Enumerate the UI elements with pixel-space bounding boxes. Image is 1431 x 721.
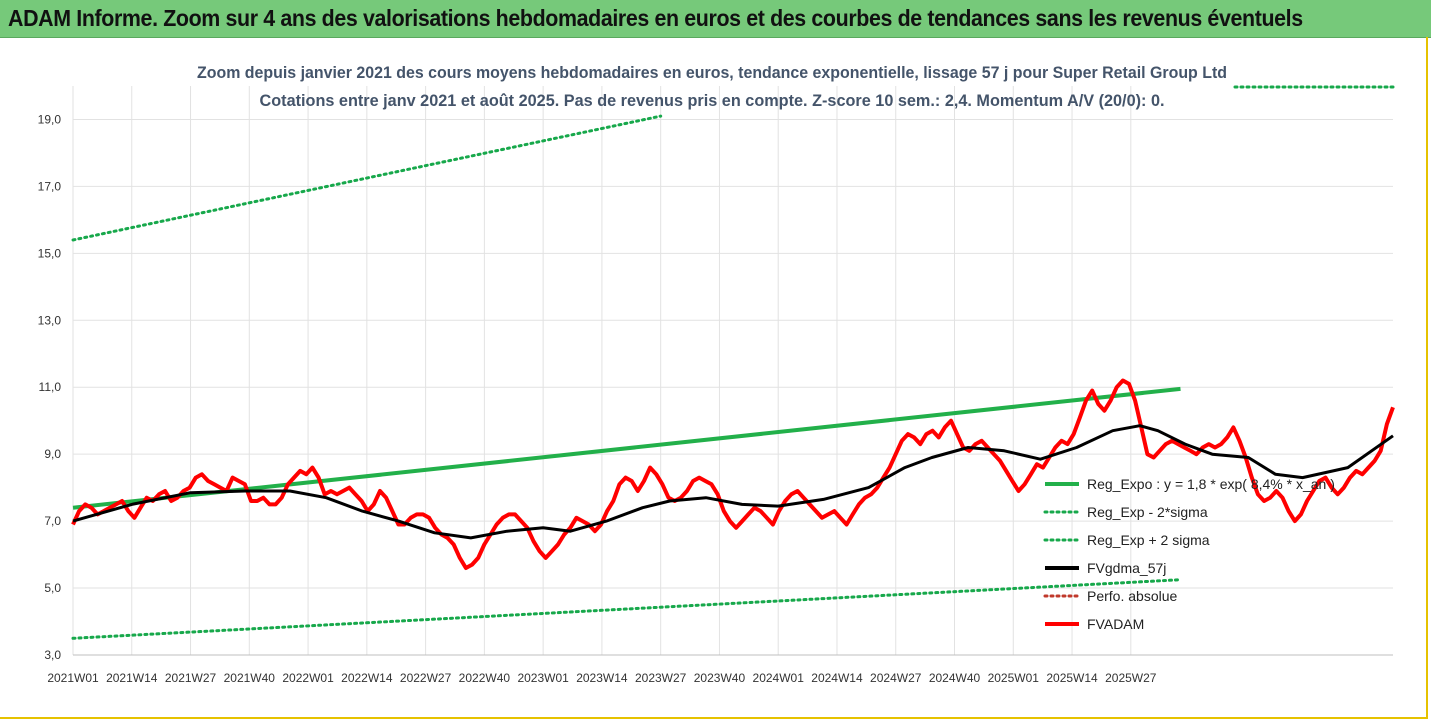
x-tick-label: 2022W40 bbox=[459, 671, 511, 685]
x-tick-label: 2021W27 bbox=[165, 671, 217, 685]
y-tick-label: 15,0 bbox=[38, 246, 62, 260]
y-tick-label: 11,0 bbox=[39, 380, 62, 394]
x-tick-label: 2023W01 bbox=[517, 671, 569, 685]
x-tick-label: 2022W27 bbox=[400, 671, 452, 685]
series-reg-expo bbox=[72, 386, 1181, 510]
report-title: ADAM Informe. Zoom sur 4 ans des valoris… bbox=[8, 5, 1303, 31]
x-tick-label: 2025W14 bbox=[1046, 671, 1098, 685]
y-tick-label: 17,0 bbox=[38, 179, 62, 193]
series-minus-2sigma bbox=[71, 578, 1182, 640]
series-plus-2sigma bbox=[71, 114, 663, 242]
y-tick-label: 9,0 bbox=[44, 447, 61, 461]
series-fvgdma-57j bbox=[72, 424, 1394, 540]
legend-label: Reg_Expo : y = 1,8 * exp( 8,4% * x_an ) bbox=[1087, 476, 1335, 492]
y-axis-ticks: 3,0 5,0 7,0 9,0 11,0 13,0 15,0 17,0 19,0 bbox=[38, 112, 62, 662]
series-fvadam bbox=[71, 378, 1395, 570]
x-tick-label: 2025W01 bbox=[988, 671, 1040, 685]
x-tick-label: 2024W27 bbox=[870, 671, 922, 685]
x-tick-label: 2021W14 bbox=[106, 671, 158, 685]
x-tick-label: 2023W27 bbox=[635, 671, 687, 685]
series-lines bbox=[71, 85, 1395, 640]
legend-label: FVADAM bbox=[1087, 616, 1144, 632]
y-tick-label: 7,0 bbox=[44, 514, 61, 528]
chart-subtitle: Cotations entre janv 2021 et août 2025. … bbox=[260, 91, 1165, 110]
x-tick-label: 2021W01 bbox=[47, 671, 99, 685]
legend-label: Reg_Exp - 2*sigma bbox=[1087, 504, 1208, 520]
x-tick-label: 2025W27 bbox=[1105, 671, 1157, 685]
y-tick-label: 19,0 bbox=[38, 112, 62, 126]
chart-title: Zoom depuis janvier 2021 des cours moyen… bbox=[197, 63, 1227, 82]
legend-label: Reg_Exp + 2 sigma bbox=[1087, 532, 1210, 548]
y-tick-label: 5,0 bbox=[44, 581, 61, 595]
x-axis-ticks: 2021W01 2021W14 2021W27 2021W40 2022W01 2022W… bbox=[47, 671, 1157, 685]
x-tick-label: 2024W01 bbox=[753, 671, 805, 685]
x-tick-label: 2024W40 bbox=[929, 671, 981, 685]
x-tick-label: 2022W14 bbox=[341, 671, 393, 685]
report-banner: ADAM Informe. Zoom sur 4 ans des valoris… bbox=[0, 0, 1431, 38]
x-tick-label: 2023W40 bbox=[694, 671, 746, 685]
x-tick-label: 2023W14 bbox=[576, 671, 628, 685]
gridlines bbox=[72, 86, 1393, 656]
y-tick-label: 3,0 bbox=[44, 648, 61, 662]
legend-label: Perfo. absolue bbox=[1087, 588, 1177, 604]
y-tick-label: 13,0 bbox=[38, 313, 62, 327]
legend: Reg_Expo : y = 1,8 * exp( 8,4% * x_an ) R… bbox=[1043, 476, 1335, 632]
chart-frame bbox=[0, 37, 1428, 719]
x-tick-label: 2021W40 bbox=[224, 671, 276, 685]
legend-label: FVgdma_57j bbox=[1087, 560, 1166, 576]
x-tick-label: 2024W14 bbox=[811, 671, 863, 685]
x-tick-label: 2022W01 bbox=[282, 671, 334, 685]
